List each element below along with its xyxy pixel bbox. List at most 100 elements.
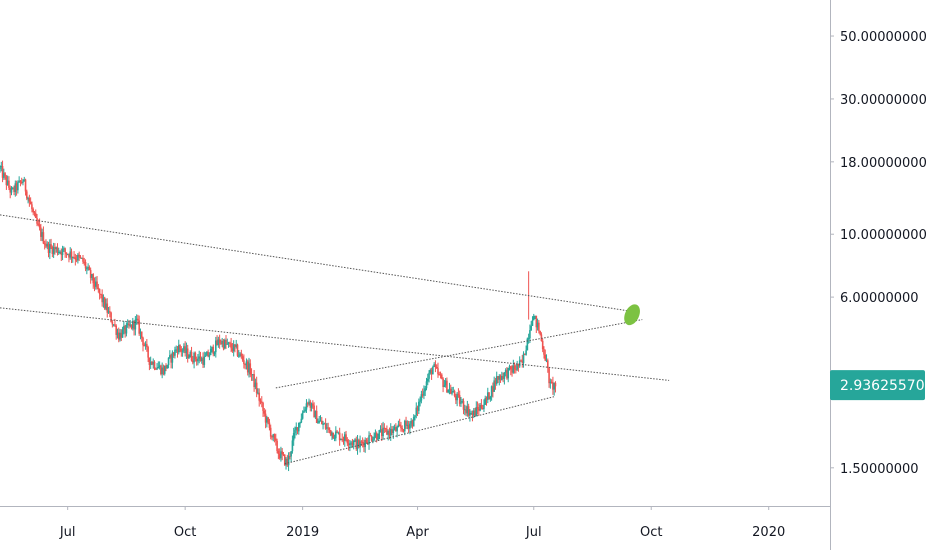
candle-body bbox=[235, 344, 238, 347]
candle-body bbox=[424, 388, 427, 392]
candle bbox=[252, 374, 254, 381]
candle-body bbox=[204, 355, 207, 357]
candle bbox=[494, 377, 497, 390]
candle-body bbox=[352, 440, 355, 446]
candle-body bbox=[458, 395, 461, 404]
candle bbox=[489, 395, 492, 402]
candle-body bbox=[532, 316, 535, 321]
candle-body bbox=[188, 357, 190, 359]
target-marker[interactable] bbox=[621, 302, 643, 328]
candle bbox=[254, 378, 257, 390]
candle bbox=[347, 439, 350, 451]
candle bbox=[121, 326, 124, 338]
candle-body bbox=[327, 427, 329, 429]
candle bbox=[452, 386, 455, 393]
candle-body bbox=[539, 330, 541, 335]
candle-body bbox=[446, 380, 448, 393]
candle bbox=[294, 426, 296, 439]
candle bbox=[147, 345, 149, 363]
candle-body bbox=[174, 349, 176, 356]
candle bbox=[403, 419, 406, 436]
candle bbox=[250, 368, 253, 381]
candle bbox=[153, 360, 156, 371]
candle-body bbox=[102, 297, 105, 303]
candle-body bbox=[200, 358, 203, 362]
candle-body bbox=[541, 340, 544, 350]
candle-body bbox=[430, 369, 433, 375]
candle bbox=[234, 344, 236, 353]
candle bbox=[407, 420, 410, 433]
trendline-upper-resistance[interactable] bbox=[0, 214, 639, 313]
trendline-channel-bottom[interactable] bbox=[284, 395, 556, 465]
candle-body bbox=[9, 187, 12, 193]
candle bbox=[132, 317, 134, 331]
candle-body bbox=[372, 439, 374, 441]
candle bbox=[430, 367, 433, 380]
candle-body bbox=[401, 428, 404, 430]
trendline-channel-top[interactable] bbox=[275, 319, 643, 389]
candle bbox=[227, 341, 230, 348]
candle-body bbox=[283, 454, 286, 466]
candle bbox=[162, 364, 165, 376]
candle-body bbox=[215, 340, 217, 353]
candle bbox=[245, 358, 248, 370]
candle-body bbox=[439, 374, 442, 376]
candle bbox=[63, 246, 65, 252]
candle bbox=[184, 341, 186, 357]
candle-body bbox=[545, 360, 548, 362]
candle-body bbox=[192, 360, 194, 363]
candle-body bbox=[22, 181, 24, 183]
candle-body bbox=[495, 376, 498, 384]
candle-body bbox=[455, 395, 457, 401]
candle bbox=[88, 265, 91, 271]
candle bbox=[82, 255, 84, 265]
candle-body bbox=[13, 187, 15, 193]
candle bbox=[416, 405, 419, 417]
candle bbox=[66, 253, 69, 256]
candle-body bbox=[130, 324, 133, 329]
candle-body bbox=[234, 344, 236, 347]
candle bbox=[248, 357, 250, 378]
candle bbox=[550, 379, 553, 384]
candle-body bbox=[494, 380, 497, 384]
candle-body bbox=[361, 441, 364, 444]
candle bbox=[209, 345, 212, 356]
candle bbox=[243, 354, 245, 369]
candle-body bbox=[183, 346, 185, 351]
candle-body bbox=[323, 423, 326, 425]
candle-body bbox=[553, 382, 555, 390]
candle-body bbox=[250, 374, 253, 376]
candle-body bbox=[395, 427, 397, 432]
candle-body bbox=[486, 392, 489, 400]
candle bbox=[22, 179, 24, 186]
candle bbox=[198, 350, 200, 364]
candle-body bbox=[64, 248, 66, 253]
candle bbox=[511, 365, 513, 377]
candle bbox=[515, 364, 517, 374]
candle-body bbox=[181, 350, 184, 352]
candle-body bbox=[77, 254, 79, 261]
candle bbox=[225, 335, 227, 349]
candle bbox=[405, 416, 407, 429]
price-tick-label: 6.00000000 bbox=[840, 291, 919, 306]
candle-body bbox=[511, 369, 513, 373]
candle-body bbox=[502, 375, 504, 379]
candle-body bbox=[405, 420, 407, 426]
candle-body bbox=[115, 325, 117, 335]
candle-body bbox=[55, 247, 57, 250]
candle bbox=[305, 399, 308, 413]
candle-body bbox=[447, 389, 449, 393]
candle-body bbox=[462, 401, 465, 410]
trendline-lower-resistance[interactable] bbox=[0, 307, 670, 381]
candle bbox=[207, 349, 209, 358]
candle bbox=[469, 409, 471, 422]
candle bbox=[208, 352, 211, 361]
candle bbox=[369, 432, 372, 437]
candle bbox=[264, 409, 267, 429]
candle-body bbox=[480, 404, 483, 409]
candle-body bbox=[423, 391, 425, 396]
candle bbox=[197, 354, 199, 366]
candle-body bbox=[217, 339, 220, 346]
candle-body bbox=[166, 365, 169, 369]
